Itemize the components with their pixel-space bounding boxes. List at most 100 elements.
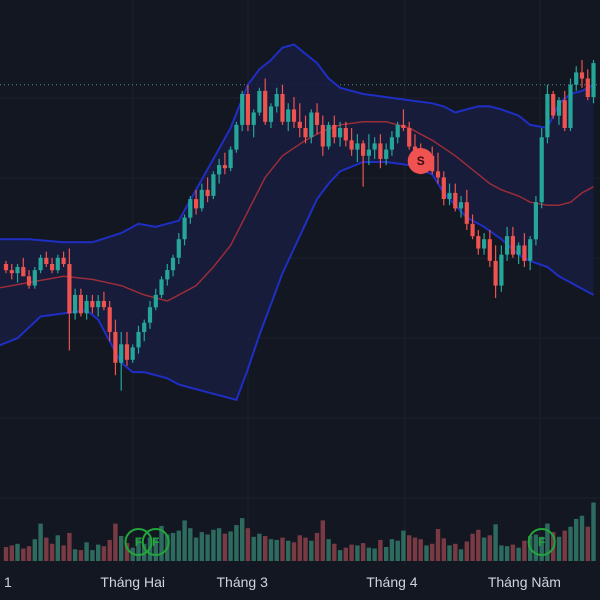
candle-body xyxy=(389,137,394,150)
volume-bar xyxy=(343,547,348,561)
volume-bar xyxy=(464,541,469,561)
candle-body xyxy=(44,257,49,264)
volume-bar xyxy=(234,525,239,561)
sell-marker: S xyxy=(407,148,434,174)
volume-bar xyxy=(562,530,567,561)
volume-bar xyxy=(401,530,406,561)
volume-bar xyxy=(504,546,510,561)
candle-body xyxy=(286,109,291,122)
candle-body xyxy=(361,143,366,156)
candle-body xyxy=(21,267,26,277)
event-marker: F xyxy=(527,528,556,556)
volume-bar xyxy=(72,549,78,561)
candle-body xyxy=(384,149,389,159)
candle-body xyxy=(338,128,343,138)
volume-bar xyxy=(487,535,492,561)
volume-bar xyxy=(216,528,222,561)
volume-bar xyxy=(32,539,37,561)
volume-bar xyxy=(384,547,389,561)
volume-bar xyxy=(38,523,43,561)
candle-body xyxy=(314,112,320,125)
candle-body xyxy=(61,257,66,264)
candle-body xyxy=(147,307,153,323)
time-axis-label: Tháng Năm xyxy=(488,574,561,590)
candle-body xyxy=(464,202,469,224)
candle-body xyxy=(297,121,302,128)
candle-body xyxy=(551,94,556,116)
volume-bar xyxy=(424,545,429,561)
volume-bar xyxy=(303,537,308,561)
volume-bar xyxy=(286,540,291,561)
volume-bar xyxy=(222,533,228,561)
volume-bar xyxy=(360,543,366,561)
volume-bar xyxy=(493,524,498,561)
candle-body xyxy=(245,94,250,125)
volume-bar xyxy=(395,540,400,561)
volume-bar xyxy=(61,545,66,561)
candle-body xyxy=(217,165,222,175)
volume-bar xyxy=(84,542,89,561)
candle-body xyxy=(251,112,256,125)
candle-body xyxy=(50,264,55,271)
volume-bar xyxy=(78,550,84,561)
volume-bar xyxy=(136,539,141,561)
candle-body xyxy=(182,217,187,240)
volume-bar xyxy=(556,536,562,561)
candle-body xyxy=(130,347,135,360)
volume-bar xyxy=(568,526,573,561)
candle-body xyxy=(343,128,348,141)
candle-body xyxy=(38,257,43,271)
candle-body xyxy=(476,236,481,249)
volume-bar xyxy=(119,536,124,561)
volume-bar xyxy=(470,533,475,561)
volume-bar xyxy=(314,532,320,561)
candle-body xyxy=(505,236,510,255)
candle-body xyxy=(280,94,285,122)
candle-body xyxy=(113,331,118,363)
candle-body xyxy=(556,100,562,116)
candle-body xyxy=(320,124,325,147)
volume-bar xyxy=(291,542,297,561)
candle-body xyxy=(309,112,314,138)
candle-body xyxy=(326,124,331,147)
candle-body xyxy=(395,124,400,138)
candle-body xyxy=(447,192,452,200)
volume-bar xyxy=(211,529,216,561)
volume-bar xyxy=(349,544,354,561)
volume-bar xyxy=(389,539,395,561)
volume-bar xyxy=(372,548,377,561)
volume-bar xyxy=(435,529,441,561)
candle-body xyxy=(458,202,464,209)
candle-body xyxy=(55,257,60,271)
volume-bar xyxy=(55,535,60,561)
candle-body xyxy=(199,189,204,209)
volume-bar xyxy=(3,547,9,561)
volume-bar xyxy=(309,540,314,561)
event-markers: F F FS xyxy=(124,148,556,556)
volume-bar xyxy=(407,535,412,561)
volume-bar xyxy=(240,518,245,561)
candle-body xyxy=(257,90,262,113)
candle-body xyxy=(516,245,521,255)
candle-body xyxy=(26,276,32,286)
candle-body xyxy=(441,177,446,199)
volume-bar xyxy=(90,550,95,561)
volume-bar xyxy=(441,538,446,561)
event-marker-circle xyxy=(124,528,153,556)
time-axis: 1 Tháng Hai Tháng 3 Tháng 4 Tháng Năm xyxy=(4,574,561,590)
volume-bar xyxy=(274,539,279,561)
volume-bar xyxy=(15,543,20,561)
volume-bar xyxy=(585,526,590,561)
candle-body xyxy=(366,149,371,156)
volume-bar xyxy=(332,543,337,561)
volume-bar xyxy=(499,545,504,561)
candle-body xyxy=(84,301,89,314)
candle-body xyxy=(107,307,112,332)
candle-body xyxy=(96,301,101,308)
volume-bar xyxy=(453,543,458,561)
candle-body xyxy=(274,94,279,107)
event-marker-label: F xyxy=(135,535,142,549)
candle-body xyxy=(234,124,239,150)
